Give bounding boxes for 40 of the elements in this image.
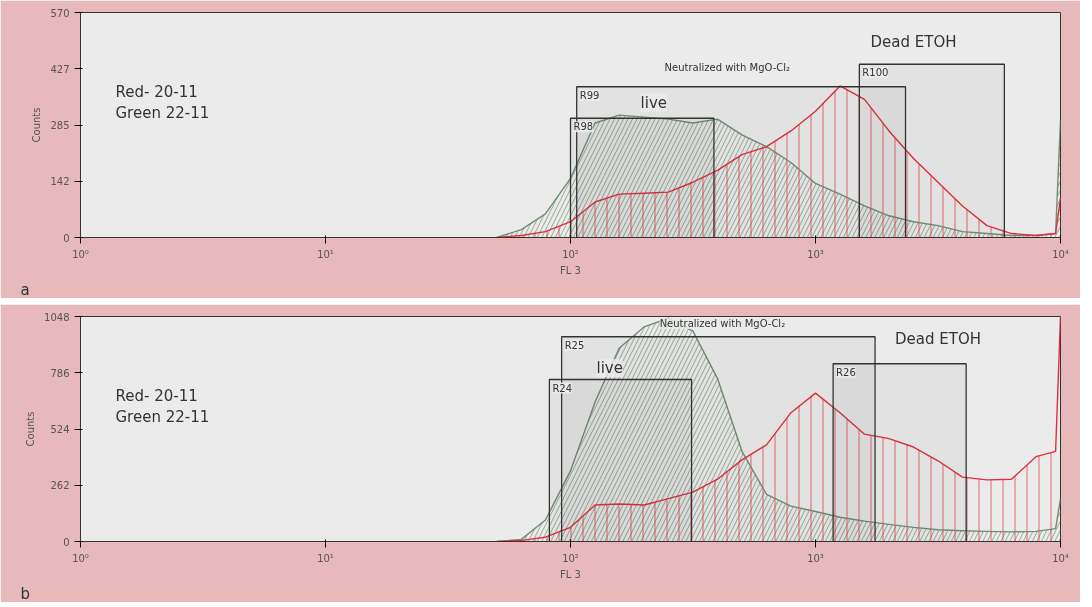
band-label: R98 <box>573 121 594 133</box>
band-label: R26 <box>836 366 856 378</box>
x-tick-label: 10² <box>562 552 579 564</box>
x-tick-label: 10⁴ <box>1052 552 1069 564</box>
annotation: Neutralized with MgO-Cl₂ <box>659 317 786 329</box>
x-tick-label: 10⁰ <box>72 248 89 260</box>
text: a <box>20 280 30 299</box>
x-axis-title: FL 3 <box>560 264 581 276</box>
y-tick-label: 524 <box>50 424 70 435</box>
y-tick-label: 142 <box>50 176 70 188</box>
y-axis-title: Counts <box>25 411 37 447</box>
y-tick-label: 570 <box>50 7 70 19</box>
band-label: R24 <box>552 382 573 394</box>
x-tick-label: 10² <box>562 248 579 260</box>
y-tick-label: 427 <box>50 63 70 75</box>
annotation: live <box>640 93 668 112</box>
y-tick-label: 262 <box>50 480 70 492</box>
x-tick-label: 10¹ <box>317 552 334 564</box>
annotation: Dead ETOH <box>870 32 957 51</box>
x-tick-label: 10⁰ <box>72 552 89 564</box>
y-tick-label: 0 <box>63 232 70 244</box>
band-label: R100 <box>862 67 889 79</box>
annotation: Neutralized with MgO-Cl₂ <box>664 62 791 74</box>
x-tick-label: 10³ <box>807 552 824 564</box>
y-tick-label: 786 <box>50 367 70 379</box>
y-tick-label: 1048 <box>44 311 70 323</box>
x-tick-label: 10¹ <box>317 248 334 260</box>
annotation: live <box>596 359 623 378</box>
annotation: Red- 20-11 Green 22-11 <box>115 386 210 427</box>
y-tick-label: 285 <box>50 120 70 131</box>
band-label: R25 <box>564 339 585 351</box>
x-tick-label: 10³ <box>807 248 824 260</box>
x-tick-label: 10⁴ <box>1052 248 1069 260</box>
y-axis-title: Counts <box>31 107 43 143</box>
annotation: Dead ETOH <box>895 330 982 348</box>
annotation: Red- 20-11 Green 22-11 <box>115 82 210 123</box>
x-axis-title: FL 3 <box>560 568 581 580</box>
text: b <box>20 584 31 603</box>
band-label: R99 <box>579 89 600 101</box>
y-tick-label: 0 <box>63 536 70 548</box>
